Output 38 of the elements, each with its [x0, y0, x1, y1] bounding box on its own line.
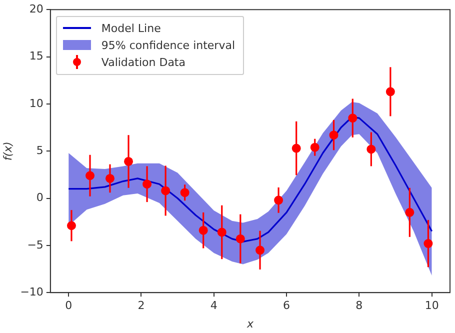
x-tick-label: 8 [356, 299, 363, 312]
y-tick-label: 20 [29, 2, 44, 16]
x-tick-label: 4 [210, 299, 218, 312]
point [66, 221, 76, 230]
point [386, 87, 395, 96]
y-axis-title: f(x) [1, 142, 14, 161]
y-tick-label: 0 [36, 191, 44, 204]
annotation: 95% confidence interval [101, 38, 236, 52]
point [236, 234, 245, 244]
y-tick-label: 10 [29, 96, 44, 110]
point [198, 226, 208, 235]
x-tick-label: 2 [138, 299, 145, 312]
point [105, 174, 114, 183]
point [274, 196, 284, 205]
point [256, 246, 265, 255]
x-tick-label: 10 [424, 299, 439, 312]
point [405, 208, 414, 217]
point [310, 142, 320, 152]
x-tick-label: 6 [283, 299, 290, 312]
point [180, 188, 190, 198]
point [424, 239, 433, 248]
x-tick-label: 0 [65, 299, 72, 312]
point [86, 171, 95, 180]
point [329, 130, 338, 140]
point [142, 180, 152, 189]
point [124, 156, 134, 166]
point [292, 144, 301, 153]
point [217, 228, 226, 237]
y-tick-label: 15 [29, 50, 44, 63]
y-tick-label: −5 [27, 238, 44, 252]
x-axis-title: x [246, 317, 254, 330]
y-tick-label: −10 [20, 285, 44, 298]
point [161, 186, 170, 196]
legend-label: Model Line [101, 22, 161, 35]
y-tick-label: 5 [36, 144, 44, 157]
legend-label: Validation Data [101, 56, 186, 69]
point [348, 114, 358, 123]
point [366, 144, 376, 154]
